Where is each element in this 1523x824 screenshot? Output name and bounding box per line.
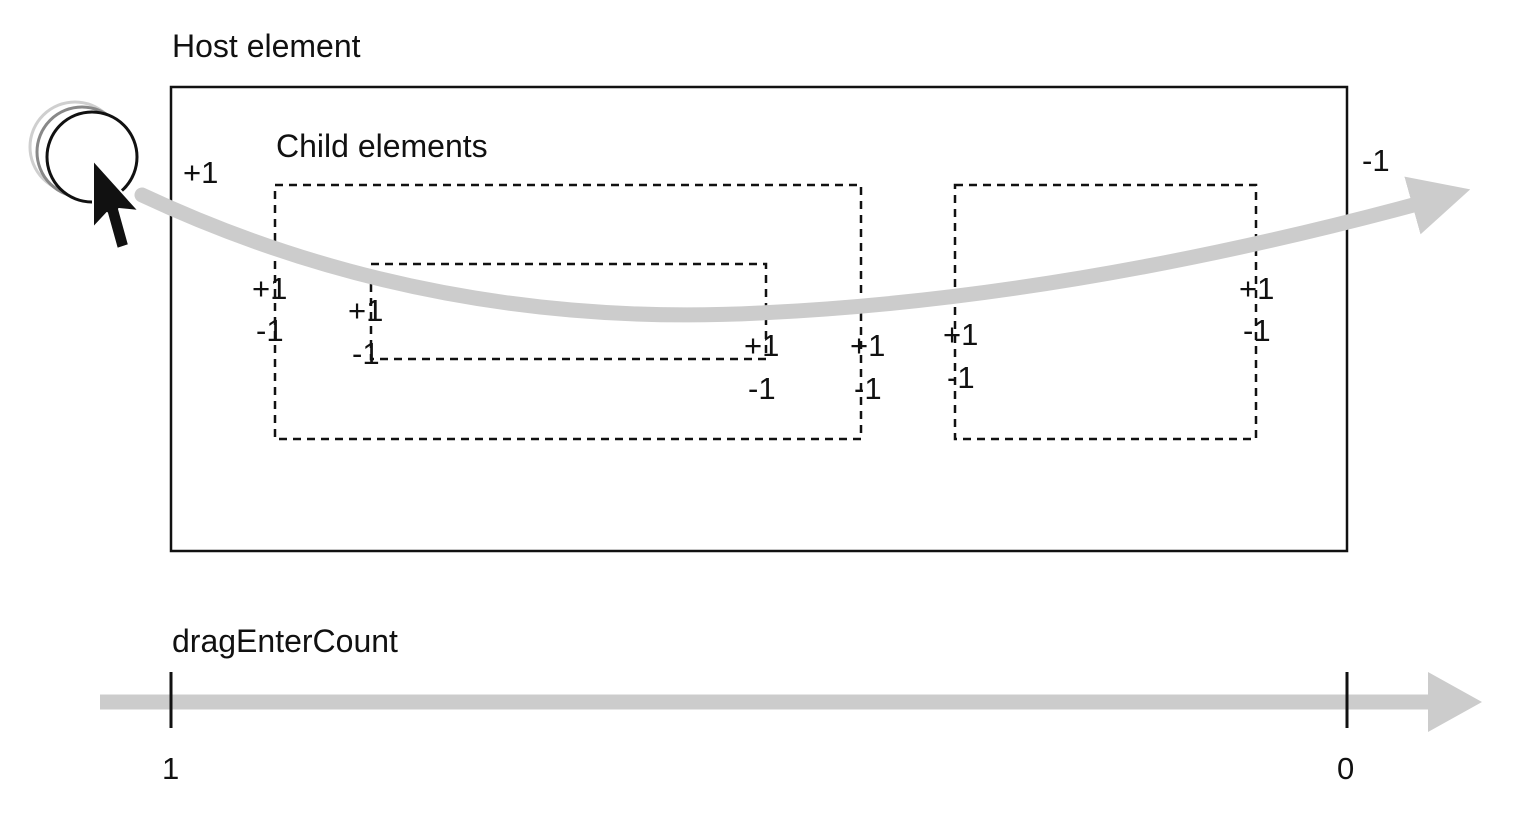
child-inner-right-leave-label: -1 xyxy=(748,371,776,406)
host-leave-label: -1 xyxy=(1362,143,1390,178)
counter-label: dragEnterCount xyxy=(172,623,398,659)
child1-leave-label: -1 xyxy=(256,313,284,348)
child-outer-right-leave-label: -1 xyxy=(854,371,882,406)
host-enter-label: +1 xyxy=(183,155,218,190)
child-right-right-leave-label: -1 xyxy=(1243,313,1271,348)
child-right-left-enter-label: +1 xyxy=(943,317,978,352)
child-element-inner xyxy=(369,262,768,361)
child-element-right xyxy=(953,183,1258,441)
counter-start-value: 1 xyxy=(162,751,179,786)
host-element-box xyxy=(169,85,1349,553)
child-inner-right-enter-label: +1 xyxy=(744,328,779,363)
arrow-cursor-icon xyxy=(92,159,140,250)
child1-enter-label: +1 xyxy=(252,271,287,306)
host-element-label: Host element xyxy=(172,28,361,64)
counter-timeline-arrowhead xyxy=(1428,672,1482,732)
child-inner-leave-label: -1 xyxy=(352,336,380,371)
child-elements-label: Child elements xyxy=(276,128,488,164)
drag-circle-icon xyxy=(28,100,139,204)
drag-path-arrow xyxy=(134,176,1471,323)
child-outer-right-enter-label: +1 xyxy=(850,328,885,363)
child-right-left-leave-label: -1 xyxy=(947,360,975,395)
counter-end-value: 0 xyxy=(1337,751,1354,786)
child-inner-enter-label: +1 xyxy=(348,293,383,328)
child-right-right-enter-label: +1 xyxy=(1239,271,1274,306)
